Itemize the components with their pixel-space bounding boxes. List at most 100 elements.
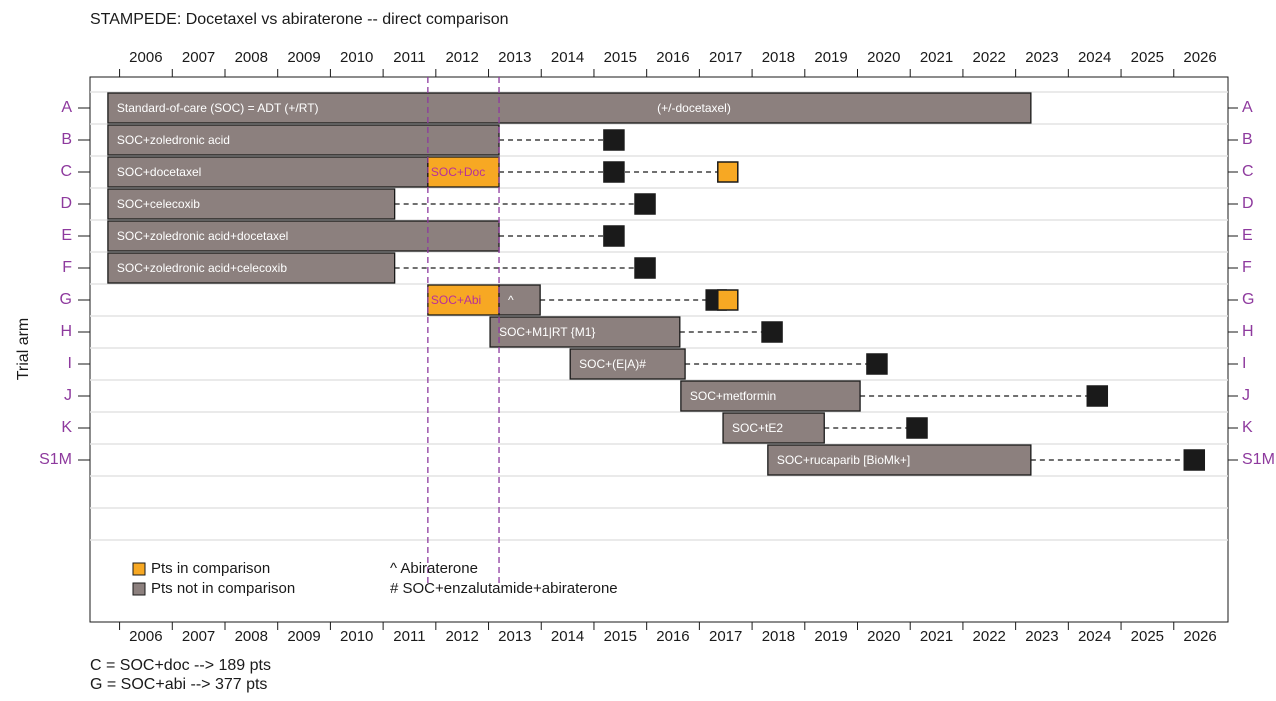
x-tick-label-top: 2011 xyxy=(393,49,425,66)
row-label-right: H xyxy=(1242,323,1254,340)
x-tick-label-top: 2010 xyxy=(340,49,373,66)
bar-label: SOC+tE2 xyxy=(732,421,783,435)
note: # SOC+enzalutamide+abiraterone xyxy=(390,580,618,597)
x-tick-label-bottom: 2012 xyxy=(445,628,478,645)
bar-label: SOC+celecoxib xyxy=(117,197,200,211)
row-label: C xyxy=(60,163,72,180)
x-tick-label-top: 2021 xyxy=(920,49,953,66)
end-marker xyxy=(603,129,625,151)
row-label-right: J xyxy=(1242,387,1250,404)
x-tick-label-top: 2017 xyxy=(709,49,742,66)
x-tick-label-bottom: 2016 xyxy=(656,628,689,645)
x-tick-label-top: 2023 xyxy=(1025,49,1058,66)
row-label-right: F xyxy=(1242,259,1252,276)
bar-label: SOC+rucaparib [BioMk+] xyxy=(777,453,910,467)
x-tick-label-bottom: 2025 xyxy=(1131,628,1164,645)
bar xyxy=(107,220,500,252)
bar-label: SOC+zoledronic acid+docetaxel xyxy=(117,229,288,243)
bar xyxy=(427,156,500,188)
bar-label: SOC+docetaxel xyxy=(117,165,201,179)
x-tick-label-bottom: 2008 xyxy=(235,628,268,645)
bar xyxy=(107,188,396,220)
end-marker xyxy=(634,193,656,215)
x-tick-label-top: 2013 xyxy=(498,49,531,66)
plot-frame xyxy=(89,76,1229,623)
bar-note: (+/-docetaxel) xyxy=(657,101,731,115)
x-tick-label-bottom: 2019 xyxy=(814,628,847,645)
bar-label: SOC+metformin xyxy=(690,389,776,403)
bar xyxy=(569,348,686,380)
x-tick-label-top: 2009 xyxy=(287,49,320,66)
row-label: F xyxy=(62,259,72,276)
bar-label: SOC+zoledronic acid xyxy=(117,133,230,147)
row-label: I xyxy=(68,355,72,372)
x-tick-label-bottom: 2011 xyxy=(393,628,425,645)
end-marker xyxy=(761,321,783,343)
x-tick-label-top: 2014 xyxy=(551,49,584,66)
row-label-right: I xyxy=(1242,355,1246,372)
row-label-right: C xyxy=(1242,163,1254,180)
x-tick-label-top: 2020 xyxy=(867,49,900,66)
x-tick-label-top: 2025 xyxy=(1131,49,1164,66)
end-marker xyxy=(634,257,656,279)
legend-swatch xyxy=(132,582,146,596)
footnote: G = SOC+abi --> 377 pts xyxy=(90,676,267,693)
x-tick-label-bottom: 2024 xyxy=(1078,628,1111,645)
bar-label: SOC+(E|A)# xyxy=(579,357,646,371)
bar xyxy=(107,92,1032,124)
bar-label: SOC+M1|RT {M1} xyxy=(499,325,595,339)
end-marker xyxy=(603,161,625,183)
bar xyxy=(680,380,861,412)
legend-label: Pts not in comparison xyxy=(151,580,295,597)
bar-label: SOC+Abi xyxy=(431,293,481,307)
row-label: A xyxy=(61,99,72,116)
row-label-right: A xyxy=(1242,99,1253,116)
x-tick-label-top: 2026 xyxy=(1183,49,1216,66)
row-label: J xyxy=(64,387,72,404)
bar-label: SOC+Doc xyxy=(431,165,485,179)
bar xyxy=(722,412,825,444)
note: ^ Abiraterone xyxy=(390,560,478,577)
row-label: G xyxy=(60,291,72,308)
x-tick-label-top: 2016 xyxy=(656,49,689,66)
row-label-right: S1M xyxy=(1242,451,1275,468)
x-tick-label-bottom: 2013 xyxy=(498,628,531,645)
end-marker xyxy=(717,161,739,183)
x-tick-label-top: 2006 xyxy=(129,49,162,66)
x-tick-label-bottom: 2018 xyxy=(762,628,795,645)
x-tick-label-bottom: 2017 xyxy=(709,628,742,645)
x-tick-label-bottom: 2021 xyxy=(920,628,953,645)
end-marker xyxy=(906,417,928,439)
x-tick-label-bottom: 2014 xyxy=(551,628,584,645)
x-tick-label-bottom: 2020 xyxy=(867,628,900,645)
x-tick-label-bottom: 2007 xyxy=(182,628,215,645)
legend-swatch xyxy=(132,562,146,576)
bar xyxy=(498,284,541,316)
bar xyxy=(107,252,396,284)
y-axis-label: Trial arm xyxy=(15,318,32,381)
row-label-right: B xyxy=(1242,131,1253,148)
x-tick-label-top: 2012 xyxy=(445,49,478,66)
row-label-right: E xyxy=(1242,227,1253,244)
x-tick-label-top: 2018 xyxy=(762,49,795,66)
bar-label: ^ xyxy=(508,293,514,307)
bar-label: SOC+zoledronic acid+celecoxib xyxy=(117,261,287,275)
x-tick-label-bottom: 2009 xyxy=(287,628,320,645)
row-label-right: K xyxy=(1242,419,1253,436)
end-marker xyxy=(717,289,739,311)
end-marker xyxy=(603,225,625,247)
bar xyxy=(107,156,429,188)
end-marker xyxy=(1086,385,1109,407)
legend-label: Pts in comparison xyxy=(151,560,270,577)
footnote: C = SOC+doc --> 189 pts xyxy=(90,657,271,674)
row-label: B xyxy=(61,131,72,148)
x-tick-label-top: 2015 xyxy=(604,49,637,66)
x-tick-label-bottom: 2023 xyxy=(1025,628,1058,645)
x-tick-label-top: 2008 xyxy=(235,49,268,66)
bar-label: Standard-of-care (SOC) = ADT (+/RT) xyxy=(117,101,319,115)
x-tick-label-top: 2022 xyxy=(973,49,1006,66)
x-tick-label-bottom: 2026 xyxy=(1183,628,1216,645)
x-tick-label-top: 2019 xyxy=(814,49,847,66)
row-label: H xyxy=(60,323,72,340)
bar xyxy=(767,444,1032,476)
